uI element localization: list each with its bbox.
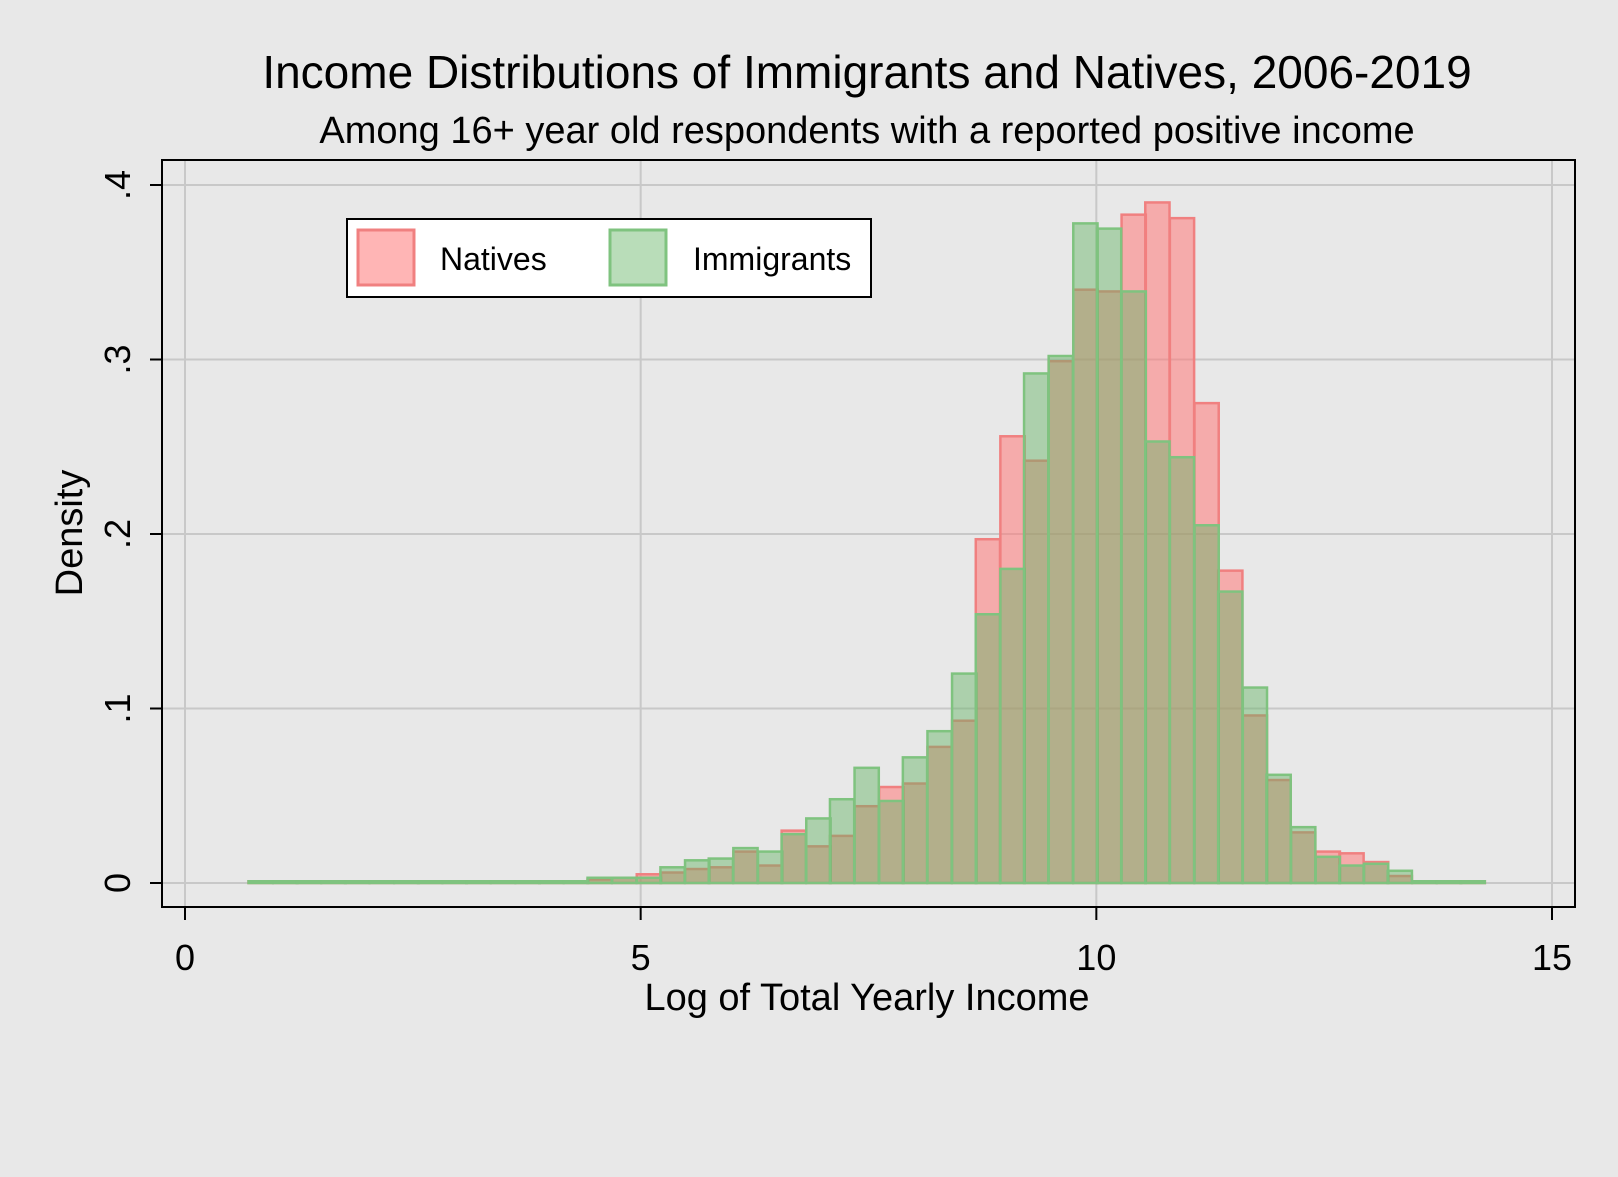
- bar-immigrants-50: [1459, 880, 1487, 885]
- bar-immigrants-37: [1144, 440, 1171, 885]
- chart-subtitle: Among 16+ year old respondents with a re…: [319, 110, 1414, 152]
- bar-immigrants-35: [1095, 227, 1123, 885]
- bar-immigrants-41: [1241, 686, 1269, 885]
- y-axis: 0 .1 .2 .3 .4: [97, 160, 163, 907]
- y-tick-label-3: .3: [97, 344, 138, 374]
- bar-immigrants-5: [368, 880, 396, 885]
- x-axis-title: Log of Total Yearly Income: [644, 977, 1089, 1019]
- bar-immigrants-4: [343, 880, 371, 885]
- y-tick-label-1: .1: [97, 693, 138, 723]
- bar-immigrants-16: [635, 876, 663, 885]
- bar-immigrants-14: [586, 876, 614, 885]
- bar-immigrants-32: [1022, 372, 1050, 885]
- bar-immigrants-1: [271, 880, 299, 885]
- bar-natives-28: [926, 745, 953, 885]
- bar-immigrants-20: [732, 846, 759, 885]
- y-tick-label-2: .2: [97, 519, 138, 549]
- chart-title: Income Distributions of Immigrants and N…: [262, 46, 1471, 98]
- bar-immigrants-49: [1435, 880, 1463, 885]
- bar-immigrants-18: [683, 859, 711, 885]
- bar-immigrants-13: [562, 880, 590, 885]
- bar-immigrants-36: [1120, 290, 1148, 885]
- bar-immigrants-25: [853, 766, 881, 885]
- bar-immigrants-10: [489, 880, 517, 885]
- bar-immigrants-29: [950, 672, 978, 885]
- legend-label-natives: Natives: [440, 241, 547, 277]
- bar-immigrants-19: [707, 857, 735, 885]
- y-axis-title: Density: [49, 470, 91, 597]
- bar-immigrants-26: [877, 799, 905, 885]
- bar-immigrants-17: [659, 866, 686, 885]
- bar-immigrants-45: [1338, 864, 1365, 885]
- bar-immigrants-0: [247, 880, 275, 885]
- bar-immigrants-23: [805, 817, 832, 885]
- legend-swatch-natives: [356, 228, 416, 287]
- bar-immigrants-6: [393, 880, 420, 885]
- bar-immigrants-30: [974, 613, 1002, 885]
- bar-immigrants-48: [1411, 880, 1438, 885]
- x-axis: 0 5 10 15: [162, 906, 1575, 978]
- bar-immigrants-8: [441, 880, 469, 885]
- bar-immigrants-7: [416, 880, 444, 885]
- y-tick-label-4: .4: [97, 170, 138, 200]
- bar-immigrants-2: [295, 880, 323, 885]
- bar-immigrants-9: [465, 880, 492, 885]
- bar-immigrants-43: [1289, 825, 1317, 885]
- bar-immigrants-33: [1047, 354, 1075, 885]
- bar-immigrants-28: [926, 729, 953, 885]
- legend: Natives Immigrants: [346, 218, 872, 298]
- bar-immigrants-11: [514, 880, 542, 885]
- bar-immigrants-27: [901, 756, 929, 885]
- bar-immigrants-47: [1386, 869, 1414, 885]
- bar-immigrants-34: [1072, 222, 1099, 885]
- bar-immigrants-3: [320, 880, 347, 885]
- x-tick-label-2: 10: [1076, 937, 1116, 978]
- bar-immigrants-42: [1265, 773, 1292, 885]
- bar-immigrants-22: [780, 832, 808, 885]
- bar-immigrants-38: [1168, 455, 1196, 885]
- x-tick-label-1: 5: [631, 937, 651, 978]
- bar-immigrants-39: [1193, 524, 1220, 885]
- bar-immigrants-46: [1362, 862, 1390, 885]
- bar-immigrants-24: [828, 797, 856, 885]
- legend-swatch-immigrants: [608, 228, 668, 287]
- bar-immigrants-15: [610, 876, 638, 885]
- bar-immigrants-40: [1216, 590, 1244, 885]
- immigrants-bars: [247, 222, 1487, 885]
- bar-immigrants-12: [537, 880, 565, 885]
- y-tick-label-0: 0: [97, 873, 138, 893]
- legend-label-immigrants: Immigrants: [693, 241, 851, 277]
- bar-natives-31: [999, 435, 1026, 885]
- x-tick-label-0: 0: [175, 937, 195, 978]
- x-tick-label-3: 15: [1532, 937, 1572, 978]
- bar-immigrants-21: [756, 850, 784, 885]
- bar-immigrants-31: [999, 567, 1026, 885]
- bar-immigrants-44: [1314, 855, 1342, 885]
